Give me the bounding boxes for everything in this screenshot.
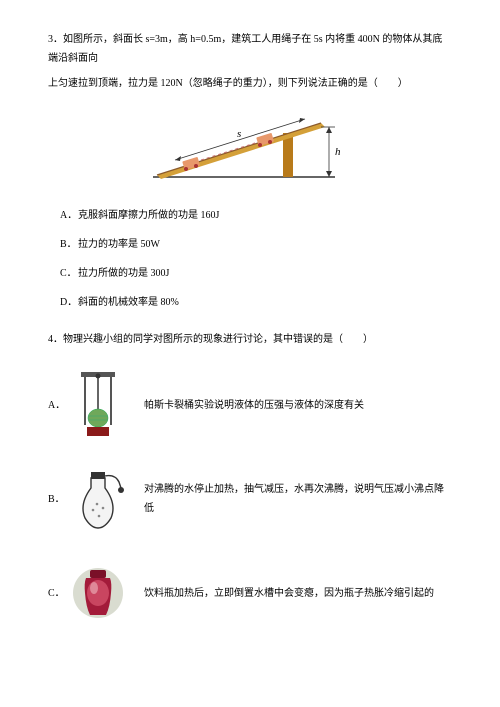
option-letter-b: B． <box>48 490 70 509</box>
funnel <box>96 374 101 379</box>
option-letter-b: B． <box>60 235 78 254</box>
option-letter-a: A． <box>48 396 70 415</box>
option-letter-a: A． <box>60 206 78 225</box>
wheel2b <box>268 140 272 144</box>
q3-option-a: A．克服斜面摩擦力所做的功是 160J <box>60 206 452 225</box>
q3-a-text: 克服斜面摩擦力所做的功是 160J <box>78 210 219 221</box>
q4-option-a: A． 帕斯卡裂桶实验说明液体的压强与液体的深度有关 <box>48 369 452 441</box>
s-arrow-left <box>175 156 181 161</box>
q4-option-c: C． 饮料瓶加热后，立即倒置水槽中会变瘪，因为瓶子热胀冷缩引起的 <box>48 557 452 629</box>
wheel2a <box>258 143 262 147</box>
barrel <box>88 409 108 427</box>
option-letter-c: C． <box>48 584 70 603</box>
q3-line1: 3．如图所示，斜面长 s=3m，高 h=0.5m，建筑工人用绳子在 5s 内将重… <box>48 30 452 68</box>
q3-d-text: 斜面的机械效率是 80% <box>78 297 179 308</box>
q4-option-b: B． 对沸腾的水停止加热，抽气减压，水再次沸腾，说明气压减小沸点降低 <box>48 463 452 535</box>
s-arrow-right <box>299 118 305 123</box>
cap <box>90 570 106 578</box>
bulb <box>118 487 124 493</box>
q3-option-b: B．拉力的功率是 50W <box>60 235 452 254</box>
q3-number: 3． <box>48 34 63 45</box>
pascal-barrel-icon <box>70 369 126 441</box>
wheel1b <box>194 164 198 168</box>
s-label: s <box>237 128 241 140</box>
h-arrow-down <box>326 171 332 177</box>
q3-option-c: C．拉力所做的功是 300J <box>60 264 452 283</box>
q3-option-d: D．斜面的机械效率是 80% <box>60 293 452 312</box>
q3-options: A．克服斜面摩擦力所做的功是 160J B．拉力的功率是 50W C．拉力所做的… <box>60 206 452 312</box>
highlight <box>90 582 98 594</box>
q4-text: 物理兴趣小组的同学对图所示的现象进行讨论，其中错误的是（ ） <box>63 334 373 345</box>
q4-c-text: 饮料瓶加热后，立即倒置水槽中会变瘪，因为瓶子热胀冷缩引起的 <box>144 584 452 603</box>
side-tube <box>105 476 121 488</box>
option-letter-c: C． <box>60 264 78 283</box>
q3-c-text: 拉力所做的功是 300J <box>78 268 169 279</box>
flask-body <box>83 478 113 528</box>
flask-icon <box>70 463 126 535</box>
bottle-icon <box>70 557 126 629</box>
q4-stem: 4．物理兴趣小组的同学对图所示的现象进行讨论，其中错误的是（ ） <box>48 330 452 349</box>
q4-b-text: 对沸腾的水停止加热，抽气减压，水再次沸腾，说明气压减小沸点降低 <box>144 480 452 518</box>
q3-b-text: 拉力的功率是 50W <box>78 239 160 250</box>
stopper <box>91 472 105 479</box>
base <box>87 427 109 436</box>
h-arrow-up <box>326 127 332 133</box>
q4-number: 4． <box>48 334 63 345</box>
q3-diagram: s h <box>48 105 452 192</box>
q3-line2: 上匀速拉到顶端，拉力是 120N（忽略绳子的重力），则下列说法正确的是（ ） <box>48 74 452 93</box>
incline-diagram-svg: s h <box>145 105 355 185</box>
wheel1a <box>184 167 188 171</box>
liquid-region <box>87 580 109 606</box>
q3-text1: 如图所示，斜面长 s=3m，高 h=0.5m，建筑工人用绳子在 5s 内将重 4… <box>48 34 442 64</box>
option-letter-d: D． <box>60 293 78 312</box>
h-label: h <box>335 146 341 158</box>
q4-a-text: 帕斯卡裂桶实验说明液体的压强与液体的深度有关 <box>144 396 452 415</box>
